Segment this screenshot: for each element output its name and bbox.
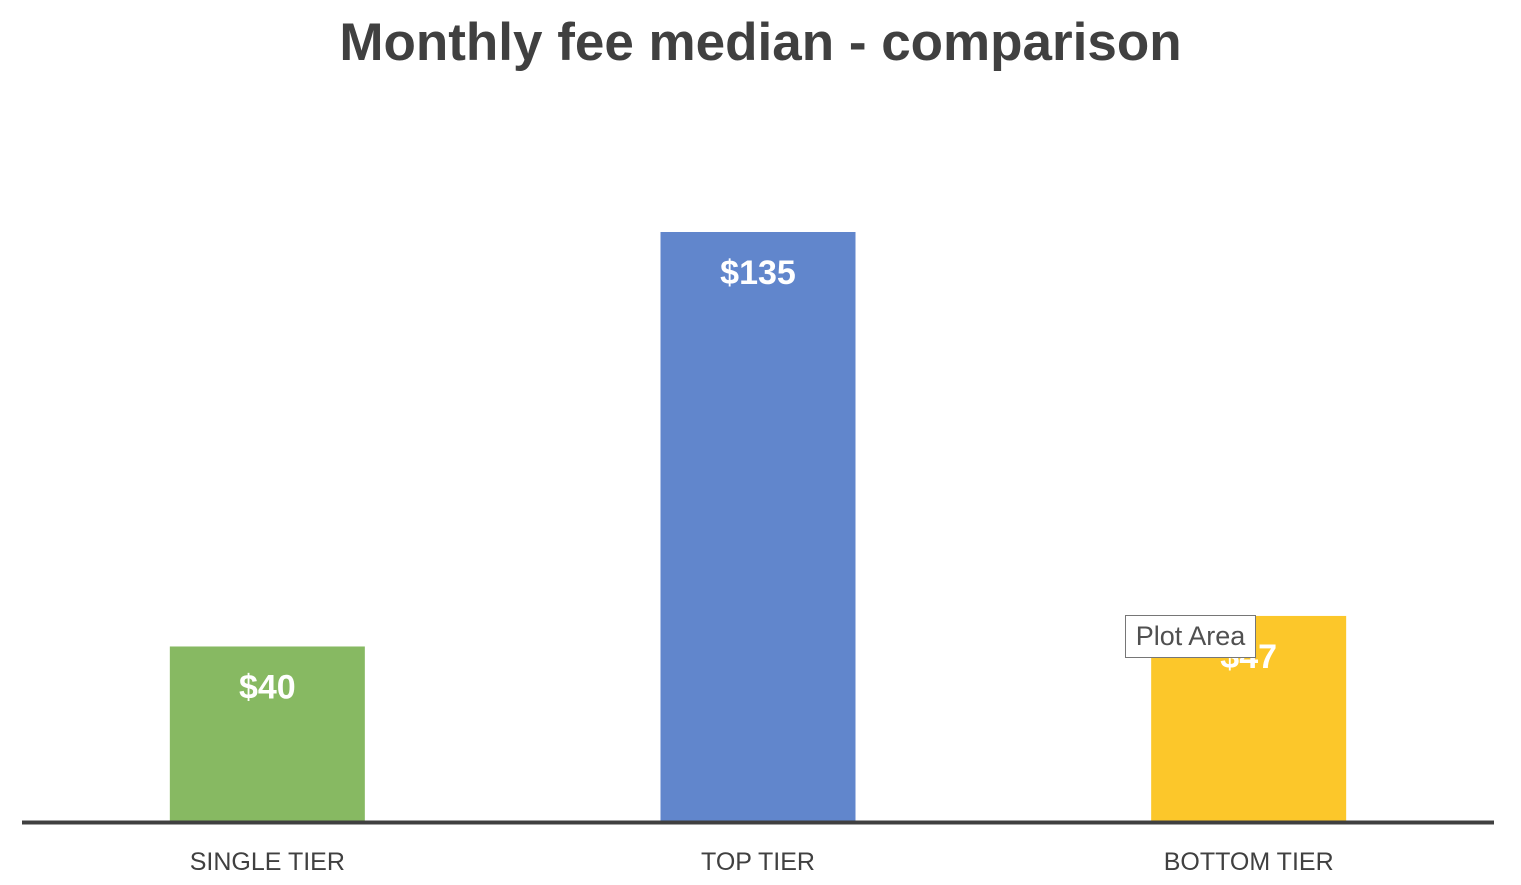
data-label: $135: [720, 254, 796, 292]
plot-area-tooltip: Plot Area: [1125, 615, 1256, 658]
bar-top-tier[interactable]: [660, 232, 856, 821]
data-label: $40: [239, 668, 296, 706]
bar-single-tier[interactable]: [169, 646, 365, 821]
chart-title: Monthly fee median - comparison: [339, 13, 1182, 72]
x-tick-label: BOTTOM TIER: [1164, 848, 1334, 876]
x-tick-label: TOP TIER: [701, 848, 815, 876]
x-tick-label: SINGLE TIER: [190, 848, 345, 876]
